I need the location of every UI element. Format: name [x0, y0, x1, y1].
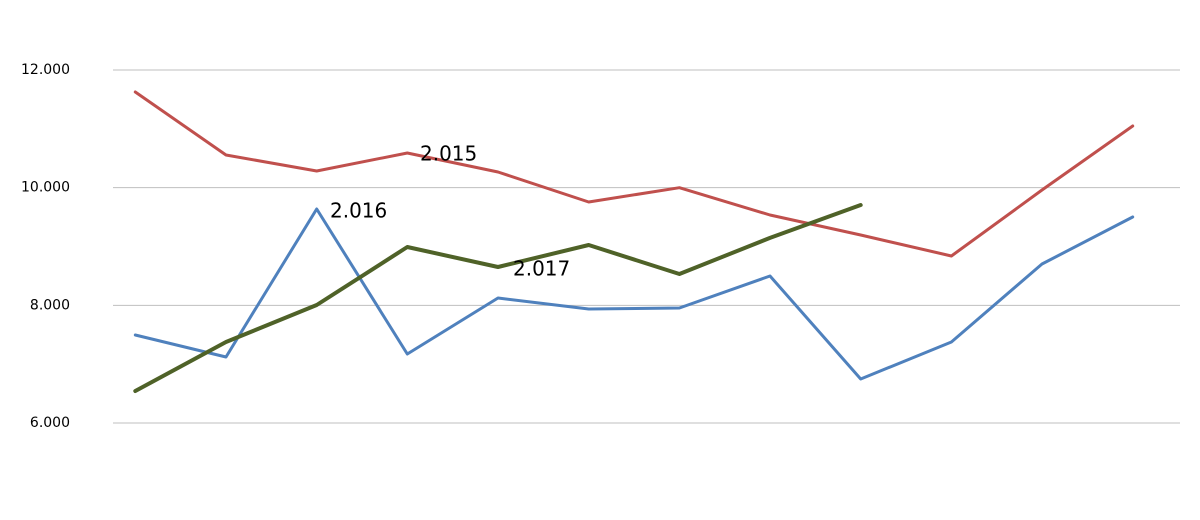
series-label: 2.017: [513, 257, 570, 281]
y-tick-label: 10.000: [21, 180, 70, 196]
series-line: [133, 207, 1135, 381]
y-tick-label: 12.000: [21, 62, 70, 78]
series-line: [133, 90, 1135, 258]
series-line: [133, 203, 863, 393]
y-tick-label: 8.000: [30, 297, 70, 313]
series-label: 2.016: [330, 199, 387, 223]
series-label: 2.015: [420, 142, 477, 166]
y-tick-label: 6.000: [30, 415, 70, 431]
